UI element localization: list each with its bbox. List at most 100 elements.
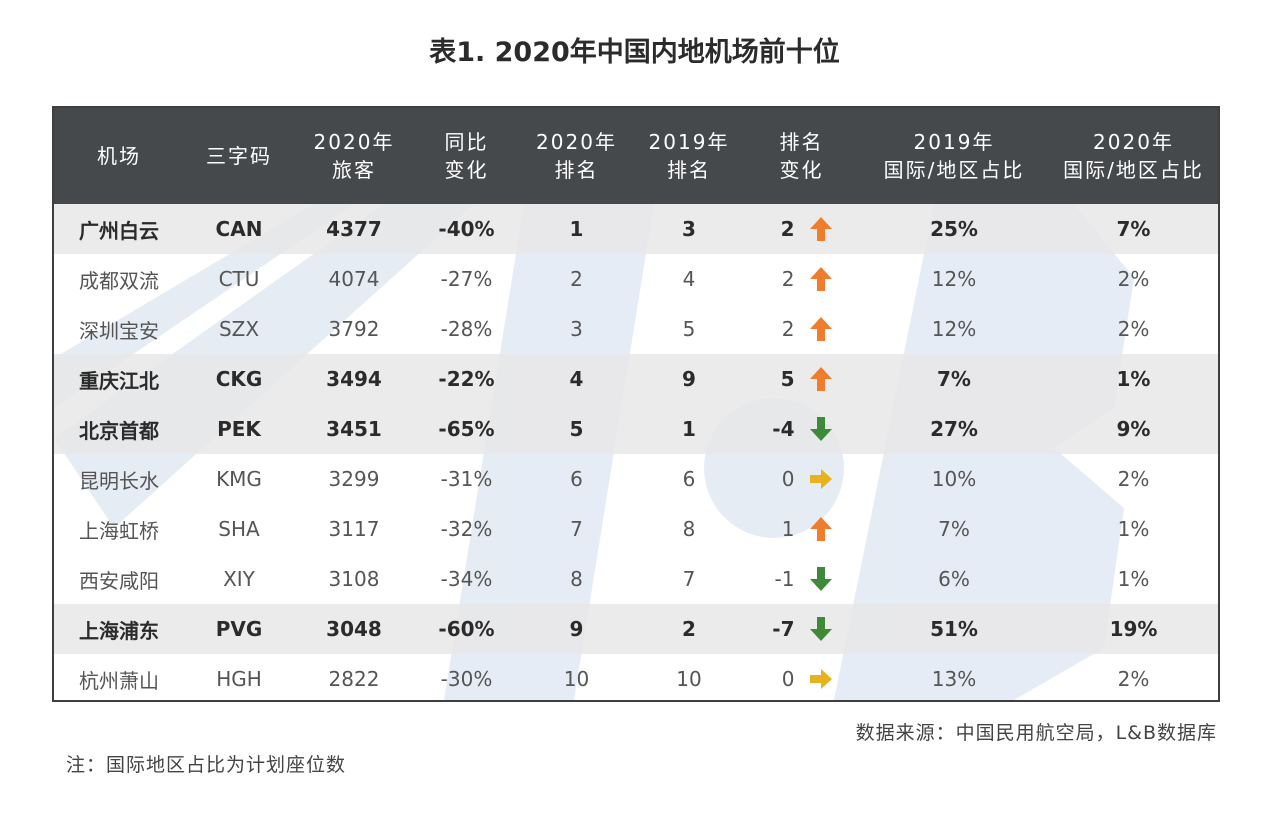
- cell-pax: 3451: [326, 417, 382, 441]
- cell-yoy: -31%: [440, 467, 493, 491]
- cell-yoy: -32%: [440, 517, 493, 541]
- arrow-up-icon: [809, 317, 832, 341]
- cell-pax: 4074: [328, 267, 380, 291]
- arrow-right-icon: [809, 469, 832, 489]
- cell-intl-2019: 7%: [938, 517, 970, 541]
- cell-intl-2019: 13%: [931, 667, 977, 691]
- cell-intl-2019: 6%: [938, 567, 970, 591]
- airport-table: 机场 三字码 2020年 旅客 同比 变化 2020年 排名 2019年 排名 排名 变化 2019年国…: [52, 106, 1220, 702]
- cell-code: XIY: [223, 567, 255, 591]
- arrow-right-icon: [809, 669, 832, 689]
- cell-rank-change: -1: [744, 566, 859, 592]
- cell-yoy: -60%: [438, 617, 495, 641]
- table-row: 广州白云 CAN 4377 -40% 1 3 2 25% 7%: [54, 204, 1218, 254]
- header-label-line: 同比: [444, 130, 489, 154]
- cell-rank-change: 2: [744, 266, 859, 292]
- cell-airport: 北京首都: [79, 418, 159, 443]
- table-row: 重庆江北 CKG 3494 -22% 4 9 5 7% 1%: [54, 354, 1218, 404]
- header-label-line: 旅客: [332, 158, 376, 182]
- header-label-line: 变化: [444, 158, 489, 182]
- header-rank-2019: 2019年 排名: [634, 108, 744, 204]
- cell-pax: 3108: [328, 567, 380, 591]
- header-label-line: 排名: [779, 130, 824, 154]
- cell-rank-change: 1: [744, 516, 859, 542]
- cell-rank-2019: 8: [682, 517, 696, 541]
- cell-airport: 重庆江北: [79, 368, 159, 393]
- rank-change-value: -7: [772, 617, 795, 641]
- arrow-up-icon: [809, 517, 832, 541]
- cell-airport: 深圳宝安: [79, 318, 159, 343]
- cell-rank-2020: 6: [570, 467, 583, 491]
- header-label-line: 2020年: [313, 130, 395, 154]
- header-label-line: 国际/地区占比: [883, 158, 1025, 182]
- cell-intl-2020: 1%: [1116, 367, 1151, 391]
- cell-intl-2019: 7%: [937, 367, 971, 391]
- header-intl-2019: 2019年 国际/地区占比: [859, 108, 1049, 204]
- header-label-line: 2020年: [536, 130, 617, 154]
- cell-intl-2019: 27%: [930, 417, 978, 441]
- cell-rank-change: 5: [744, 366, 859, 392]
- rank-change-value: 5: [780, 367, 795, 391]
- table-row: 昆明长水 KMG 3299 -31% 6 6 0 10% 2%: [54, 454, 1218, 504]
- cell-rank-2019: 1: [682, 417, 696, 441]
- arrow-up-icon: [809, 367, 832, 391]
- table-body: 广州白云 CAN 4377 -40% 1 3 2 25% 7% 成都双流 CTU 4074 -27% 2 4…: [54, 204, 1218, 700]
- arrow-down-icon: [809, 617, 832, 641]
- header-yoy: 同比 变化: [414, 108, 519, 204]
- cell-rank-2019: 9: [682, 367, 696, 391]
- cell-yoy: -65%: [438, 417, 495, 441]
- header-label-line: 变化: [779, 158, 824, 182]
- arrow-down-icon: [809, 417, 832, 441]
- table-row: 深圳宝安 SZX 3792 -28% 3 5 2 12% 2%: [54, 304, 1218, 354]
- rank-change-value: -1: [774, 567, 795, 591]
- cell-pax: 4377: [326, 217, 382, 241]
- arrow-down-icon: [809, 567, 832, 591]
- table-row: 杭州萧山 HGH 2822 -30% 10 10 0 13% 2%: [54, 654, 1218, 700]
- cell-pax: 2822: [328, 667, 380, 691]
- cell-rank-change: 2: [744, 216, 859, 242]
- header-label-line: 排名: [554, 158, 599, 182]
- rank-change-value: 2: [781, 317, 795, 341]
- cell-rank-change: -7: [744, 616, 859, 642]
- cell-code: CAN: [215, 217, 263, 241]
- table-row: 北京首都 PEK 3451 -65% 5 1 -4 27% 9%: [54, 404, 1218, 454]
- header-label-line: 国际/地区占比: [1063, 158, 1204, 182]
- cell-code: SZX: [218, 317, 260, 341]
- cell-code: KMG: [216, 467, 262, 491]
- cell-airport: 西安咸阳: [79, 568, 159, 593]
- cell-rank-change: -4: [744, 416, 859, 442]
- cell-airport: 成都双流: [79, 268, 159, 293]
- cell-intl-2020: 2%: [1117, 267, 1150, 291]
- cell-pax: 3117: [328, 517, 380, 541]
- header-label-line: 2020年: [1093, 130, 1174, 154]
- cell-intl-2020: 2%: [1117, 667, 1150, 691]
- header-intl-2020: 2020年国际/地区占比: [1049, 108, 1218, 204]
- cell-code: HGH: [216, 667, 262, 691]
- table-row: 西安咸阳 XIY 3108 -34% 8 7 -1 6% 1%: [54, 554, 1218, 604]
- cell-intl-2020: 2%: [1117, 317, 1150, 341]
- rank-change-value: 2: [780, 217, 795, 241]
- arrow-up-icon: [809, 267, 832, 291]
- table-row: 上海虹桥 SHA 3117 -32% 7 8 1 7% 1%: [54, 504, 1218, 554]
- rank-change-value: 0: [781, 467, 795, 491]
- cell-rank-2019: 5: [682, 317, 696, 341]
- cell-intl-2019: 12%: [931, 267, 977, 291]
- cell-pax: 3299: [328, 467, 380, 491]
- rank-change-value: 0: [781, 667, 795, 691]
- cell-airport: 昆明长水: [79, 468, 159, 493]
- cell-airport: 杭州萧山: [79, 668, 159, 693]
- cell-rank-2019: 7: [682, 567, 696, 591]
- cell-rank-2019: 2: [682, 617, 696, 641]
- cell-rank-change: 2: [744, 316, 859, 342]
- cell-rank-2020: 8: [570, 567, 583, 591]
- cell-yoy: -40%: [438, 217, 495, 241]
- cell-rank-2020: 1: [569, 217, 584, 241]
- rank-change-value: 1: [781, 517, 795, 541]
- cell-intl-2020: 7%: [1116, 217, 1151, 241]
- cell-rank-2019: 4: [682, 267, 696, 291]
- cell-rank-2019: 10: [676, 667, 702, 691]
- cell-code: PVG: [215, 617, 263, 641]
- cell-code: PEK: [217, 417, 261, 441]
- header-label-line: 2019年: [648, 130, 730, 154]
- cell-pax: 3494: [326, 367, 382, 391]
